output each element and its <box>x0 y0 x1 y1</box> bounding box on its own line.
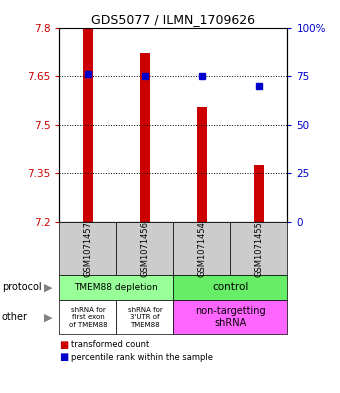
Text: shRNA for
first exon
of TMEM88: shRNA for first exon of TMEM88 <box>69 307 107 328</box>
Bar <box>83 28 93 222</box>
Text: GSM1071456: GSM1071456 <box>140 220 149 277</box>
Text: protocol: protocol <box>2 283 41 292</box>
Text: ▶: ▶ <box>44 283 53 292</box>
Bar <box>197 107 207 222</box>
Text: percentile rank within the sample: percentile rank within the sample <box>71 353 214 362</box>
Text: GSM1071455: GSM1071455 <box>254 220 263 277</box>
Bar <box>140 53 150 222</box>
Text: ■: ■ <box>59 352 69 362</box>
Text: control: control <box>212 283 249 292</box>
Text: GSM1071457: GSM1071457 <box>84 220 92 277</box>
Text: TMEM88 depletion: TMEM88 depletion <box>74 283 158 292</box>
Text: ■: ■ <box>59 340 69 350</box>
Title: GDS5077 / ILMN_1709626: GDS5077 / ILMN_1709626 <box>91 13 255 26</box>
Bar <box>254 165 264 222</box>
Text: GSM1071454: GSM1071454 <box>198 220 206 277</box>
Text: other: other <box>2 312 28 322</box>
Text: ▶: ▶ <box>44 312 53 322</box>
Text: shRNA for
3'UTR of
TMEM88: shRNA for 3'UTR of TMEM88 <box>128 307 162 328</box>
Text: transformed count: transformed count <box>71 340 150 349</box>
Text: non-targetting
shRNA: non-targetting shRNA <box>195 306 266 328</box>
